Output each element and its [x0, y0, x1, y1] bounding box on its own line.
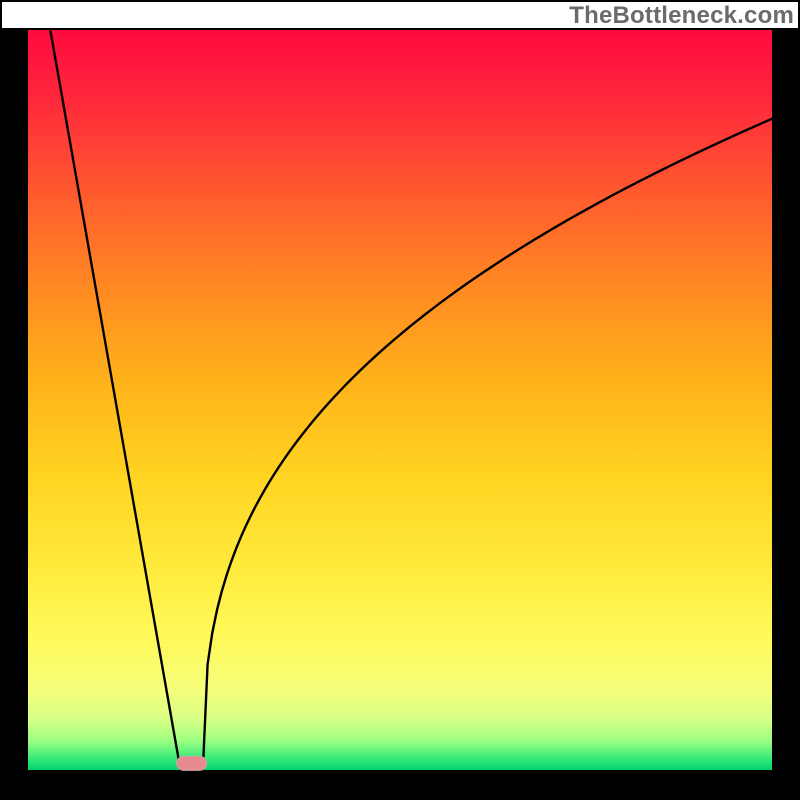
chart-container: TheBottleneck.com [0, 0, 800, 800]
chart-svg [0, 0, 800, 800]
watermark-text: TheBottleneck.com [569, 2, 794, 30]
gradient-background [28, 30, 772, 770]
valley-marker [177, 756, 207, 770]
